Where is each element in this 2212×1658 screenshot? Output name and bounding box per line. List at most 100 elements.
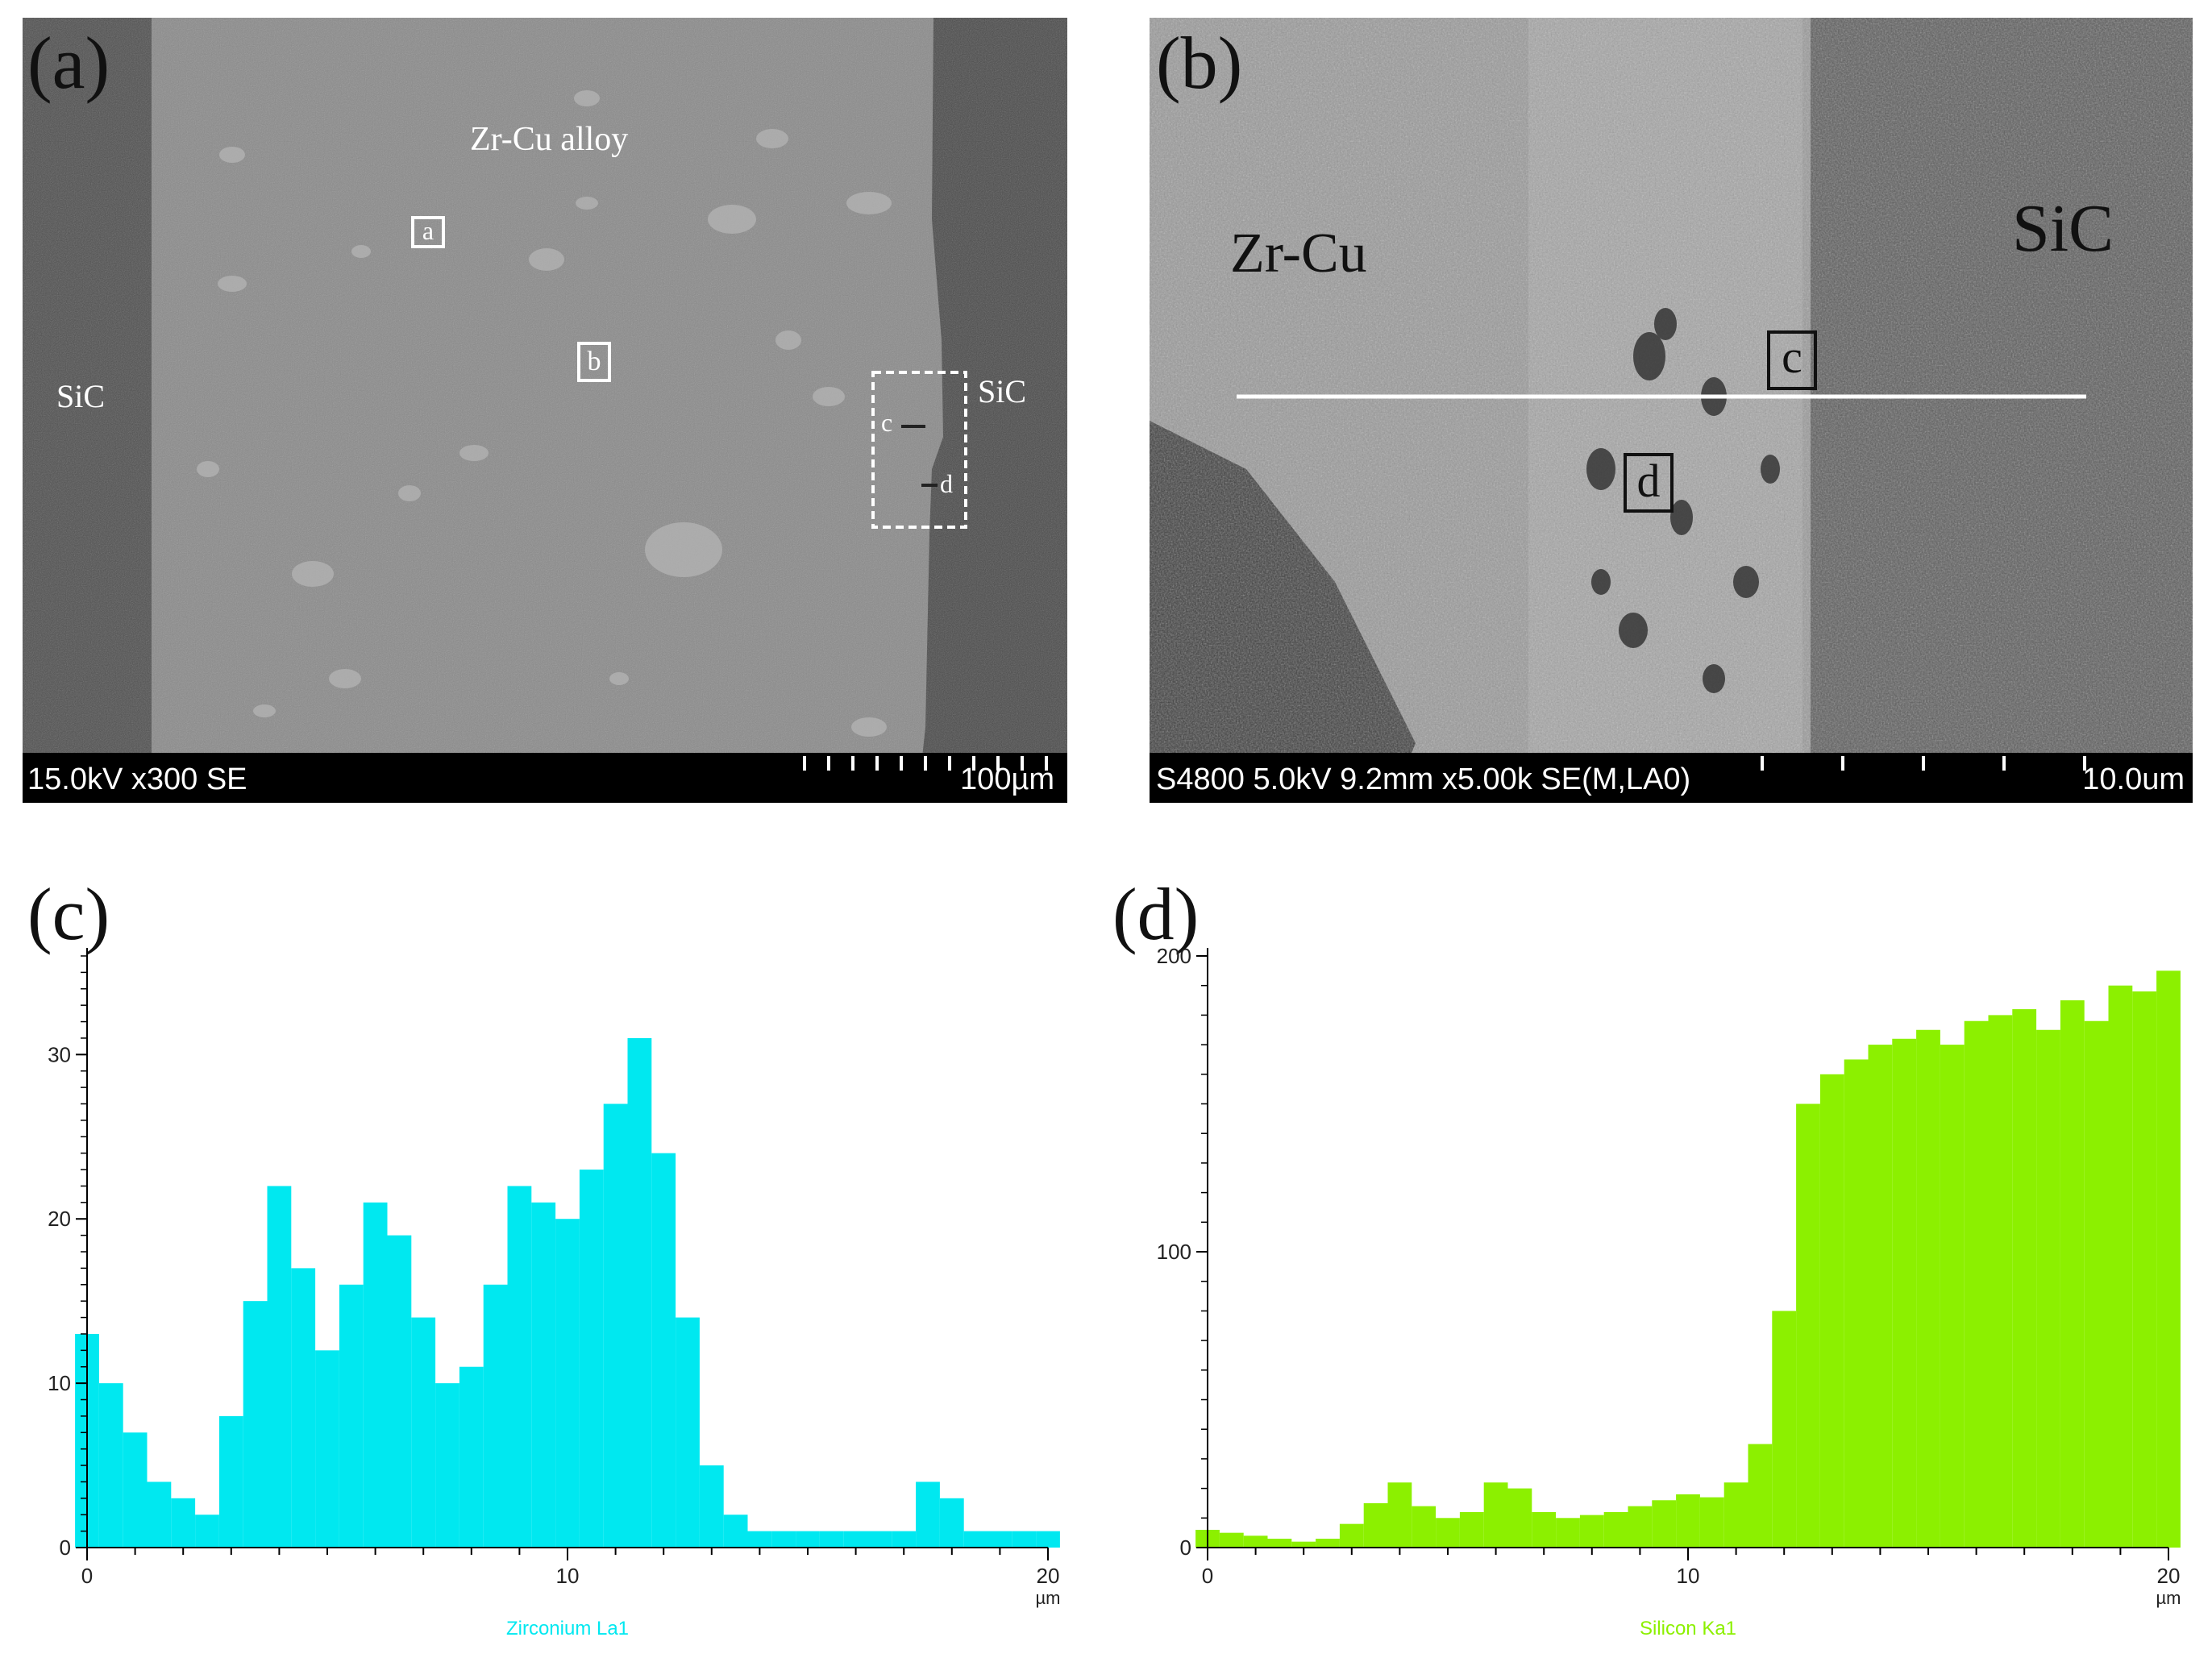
mark-c: c: [881, 408, 893, 437]
data-bar-40: [2156, 970, 2181, 1548]
label-sic-left: SiC: [56, 378, 106, 414]
data-bar-18: [1628, 1506, 1653, 1548]
sem-image-b-graphic: [1150, 18, 2193, 803]
chart-d: 0 10 20 0 100 200 µm Silicon Ka1: [1121, 927, 2201, 1652]
data-bar-7: [1363, 1502, 1388, 1548]
y-tick-label: 200: [1157, 944, 1191, 968]
data-bar-28: [1868, 1045, 1893, 1548]
data-bar-16: [459, 1366, 484, 1548]
label-zr-cu-alloy: Zr-Cu alloy: [470, 121, 629, 158]
label-sic-right: SiC: [978, 373, 1027, 409]
data-bar-17: [1603, 1511, 1628, 1548]
sem-image-a-graphic: [23, 18, 1067, 803]
y-tick-label: 0: [1180, 1535, 1191, 1560]
x-unit-label: µm: [1035, 1588, 1060, 1608]
scale-ticks-a: [803, 756, 1048, 771]
chart-c-svg: 0 10 20 0 10 20 30 µm Zirconium La1: [48, 948, 1061, 1639]
data-bar-12: [363, 1202, 388, 1548]
data-bar-20: [1676, 1494, 1700, 1548]
data-bar-34: [2012, 1009, 2037, 1548]
info-bar-a: 15.0kV x300 SE 100µm: [23, 753, 1067, 803]
data-bar-9: [291, 1268, 316, 1548]
data-bar-32: [1964, 1020, 1989, 1548]
data-bar-22: [603, 1103, 628, 1548]
data-bar-11: [339, 1284, 364, 1548]
data-bar-19: [1652, 1500, 1677, 1548]
x-tick-label: 10: [1677, 1564, 1700, 1588]
data-bar-36: [2060, 1000, 2085, 1548]
data-bar-7: [243, 1301, 268, 1548]
data-bar-4: [171, 1498, 196, 1548]
info-text-a-right: 100µm: [960, 763, 1054, 796]
info-text-a-left: 15.0kV x300 SE: [27, 763, 247, 796]
x-tick-label: 10: [556, 1564, 580, 1588]
data-bar-2: [1243, 1535, 1268, 1548]
data-bar-6: [218, 1415, 243, 1548]
data-bar-12: [1483, 1482, 1508, 1548]
data-bar-26: [699, 1465, 724, 1548]
box-label-b: b: [587, 347, 601, 376]
data-bar-15: [1556, 1518, 1580, 1548]
data-bars: [1195, 970, 2181, 1548]
info-bar-b: S4800 5.0kV 9.2mm x5.00k SE(M,LA0) 10.0u…: [1150, 753, 2193, 803]
data-bar-9: [1412, 1506, 1437, 1548]
y-tick-label: 30: [48, 1042, 71, 1066]
data-bar-14: [1532, 1511, 1557, 1548]
data-bar-23: [1748, 1444, 1773, 1548]
data-bar-23: [627, 1037, 652, 1548]
data-bar-38: [988, 1531, 1012, 1548]
data-bar-2: [123, 1432, 148, 1548]
mark-d: d: [940, 469, 953, 498]
x-axis-label: Silicon Ka1: [1640, 1618, 1736, 1639]
data-bar-30: [1916, 1029, 1940, 1548]
sem-image-a: Zr-Cu alloy SiC SiC a b c d 15.0kV x300 …: [23, 18, 1067, 803]
data-bar-15: [435, 1383, 459, 1548]
info-text-b-right: 10.0um: [2082, 763, 2185, 796]
data-bar-39: [2132, 991, 2157, 1548]
data-bar-31: [819, 1531, 844, 1548]
data-bar-3: [1267, 1538, 1292, 1548]
y-tick-label: 0: [60, 1535, 71, 1560]
data-bar-11: [1459, 1511, 1484, 1548]
y-tick-label: 20: [48, 1207, 71, 1231]
data-bar-27: [723, 1515, 748, 1548]
info-text-b-left: S4800 5.0kV 9.2mm x5.00k SE(M,LA0): [1156, 763, 1691, 796]
data-bar-19: [531, 1202, 556, 1548]
data-bar-29: [1892, 1038, 1917, 1548]
data-bar-30: [796, 1531, 820, 1548]
data-bar-14: [411, 1317, 436, 1548]
y-tick-label: 100: [1157, 1240, 1191, 1264]
data-bar-22: [1723, 1482, 1748, 1548]
data-bar-17: [483, 1284, 508, 1548]
panel-b-letter: (b): [1156, 22, 1243, 104]
data-bar-5: [195, 1515, 219, 1548]
data-bar-25: [676, 1317, 700, 1548]
x-tick-label: 20: [1037, 1564, 1060, 1588]
data-bar-37: [2084, 1020, 2109, 1548]
sem-image-b: Zr-Cu SiC c d S4800 5.0kV 9.2mm x5.00k S…: [1150, 18, 2193, 803]
data-bar-8: [267, 1186, 292, 1548]
data-bar-20: [555, 1219, 580, 1548]
data-bar-10: [315, 1350, 339, 1548]
panel-c-letter: (c): [27, 873, 110, 955]
data-bar-35: [916, 1481, 940, 1548]
data-bar-39: [1012, 1531, 1037, 1548]
data-bar-1: [1219, 1532, 1244, 1548]
data-bar-1: [98, 1383, 123, 1548]
data-bar-21: [579, 1170, 604, 1548]
label-zr-cu: Zr-Cu: [1230, 222, 1367, 285]
data-bar-38: [2108, 985, 2133, 1548]
x-tick-label: 20: [2157, 1564, 2181, 1588]
data-bar-21: [1699, 1497, 1724, 1548]
x-unit-label: µm: [2156, 1588, 2181, 1608]
data-bars: [75, 1037, 1060, 1548]
data-bar-27: [1844, 1059, 1869, 1548]
scale-ticks-b: [1761, 756, 2086, 771]
data-bar-36: [939, 1498, 964, 1548]
chart-c: 0 10 20 0 10 20 30 µm Zirconium La1: [0, 927, 1080, 1652]
x-tick-label: 0: [1202, 1564, 1213, 1588]
data-bar-16: [1579, 1515, 1604, 1548]
data-bar-18: [507, 1186, 532, 1548]
data-bar-28: [747, 1531, 772, 1548]
